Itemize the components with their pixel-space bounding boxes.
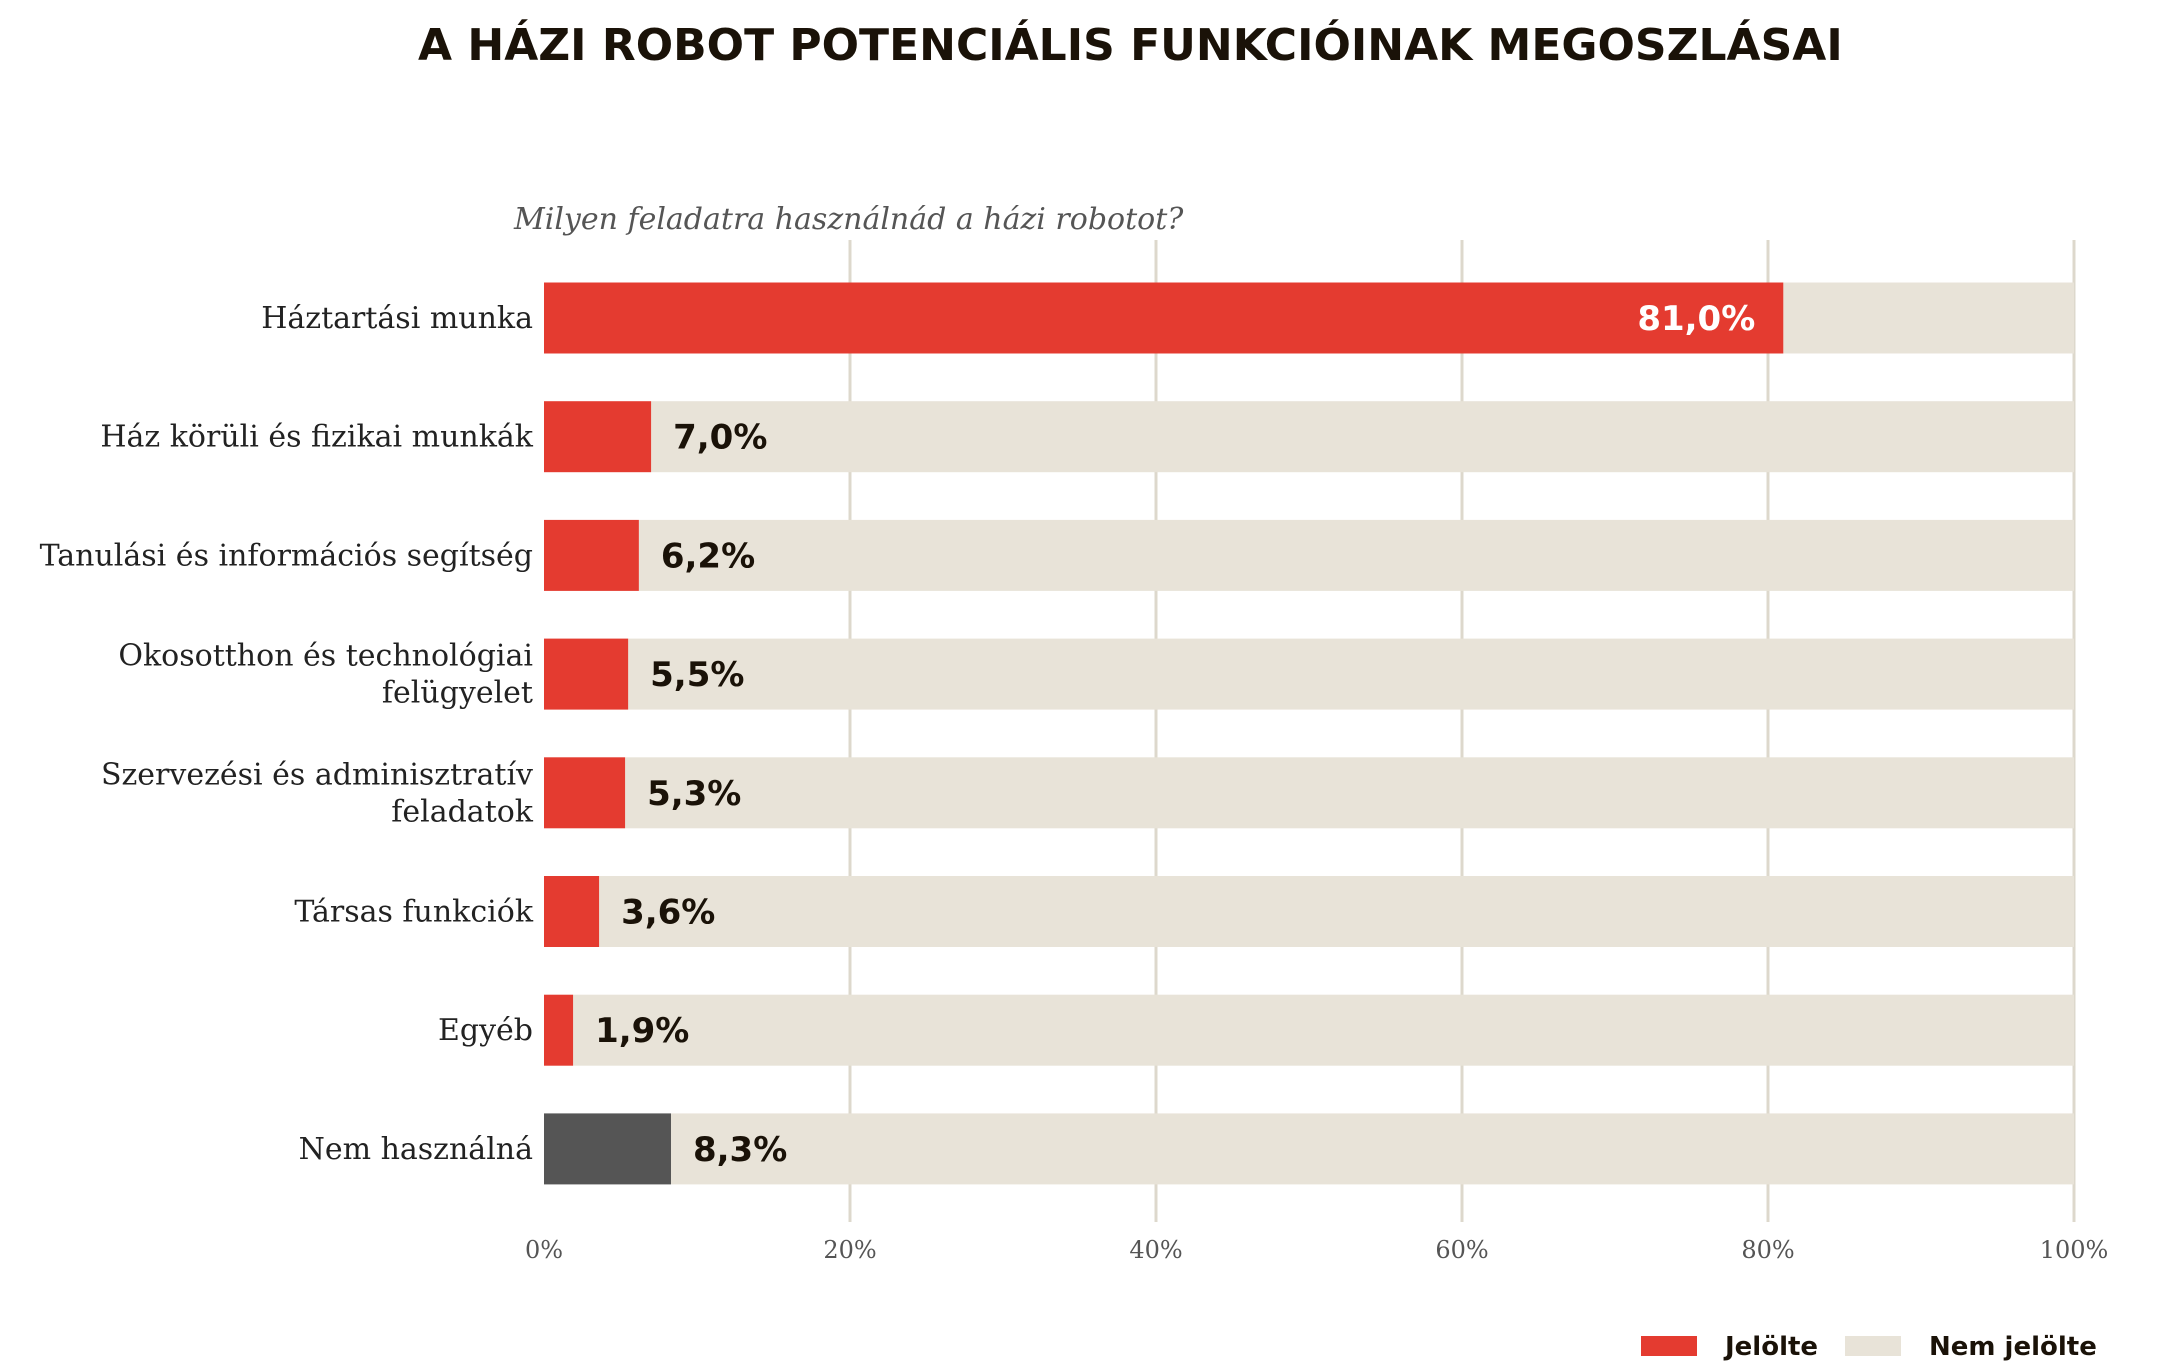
grid-lines	[848, 240, 2076, 1222]
bar-not-selected	[670, 1113, 2074, 1185]
bar-selected	[544, 994, 574, 1066]
category-label: Társas funkciók	[294, 895, 534, 930]
legend-swatch	[1845, 1336, 1901, 1356]
bar-selected	[544, 757, 626, 829]
legend-label: Jelölte	[1723, 1332, 1818, 1362]
category-label: Háztartási munka	[261, 301, 533, 336]
chart-subtitle: Milyen feladatra használnád a házi robot…	[513, 202, 1184, 237]
value-label: 5,3%	[647, 774, 741, 814]
bar-selected	[544, 519, 639, 591]
category-label: Okosotthon és technológiai felügyelet	[118, 639, 533, 711]
legend: Jelölte Nem jelölte	[1641, 1332, 2097, 1362]
bar-selected	[544, 1113, 671, 1185]
x-tick-label: 0%	[525, 1236, 563, 1264]
bar-selected	[544, 401, 652, 473]
bar-not-selected	[599, 876, 2074, 947]
legend-label: Nem jelölte	[1929, 1332, 2097, 1362]
x-tick-label: 20%	[823, 1236, 876, 1264]
value-label: 8,3%	[693, 1130, 787, 1170]
bar-not-selected	[1783, 282, 2074, 354]
x-tick-label: 100%	[2040, 1236, 2109, 1264]
value-labels: 81,0% 7,0% 6,2% 5,5% 5,3% 3,6% 1,9% 8,3%	[595, 299, 1755, 1170]
value-label: 3,6%	[621, 893, 715, 933]
x-tick-label: 80%	[1741, 1236, 1794, 1264]
value-label: 6,2%	[661, 536, 755, 576]
x-axis-ticks: 0% 20% 40% 60% 80% 100%	[525, 1236, 2108, 1264]
bar-selected	[544, 876, 600, 947]
value-label: 1,9%	[595, 1011, 689, 1051]
value-label: 5,5%	[650, 655, 744, 695]
bar-not-selected	[625, 757, 2074, 829]
bar-selected	[544, 638, 629, 710]
bar-not-selected	[573, 994, 2074, 1066]
category-labels: Háztartási munka Ház körüli és fizikai mu…	[40, 301, 534, 1167]
category-label: Egyéb	[438, 1013, 533, 1048]
category-label: Nem használná	[299, 1132, 534, 1167]
x-tick-label: 60%	[1435, 1236, 1488, 1264]
value-label: 81,0%	[1637, 299, 1755, 339]
category-label: Szervezési és adminisztratív feladatok	[101, 757, 534, 829]
value-label: 7,0%	[673, 418, 767, 458]
bar-not-selected	[638, 519, 2074, 591]
bar-not-selected	[651, 401, 2074, 473]
bar-selected	[544, 282, 1784, 354]
x-tick-label: 40%	[1129, 1236, 1182, 1264]
chart-title: A HÁZI ROBOT POTENCIÁLIS FUNKCIÓINAK MEG…	[418, 18, 1843, 71]
legend-swatch	[1641, 1336, 1697, 1356]
category-label: Ház körüli és fizikai munkák	[100, 420, 533, 455]
bars	[544, 282, 2074, 1185]
category-label: Tanulási és információs segítség	[40, 538, 533, 573]
bar-not-selected	[628, 638, 2074, 710]
